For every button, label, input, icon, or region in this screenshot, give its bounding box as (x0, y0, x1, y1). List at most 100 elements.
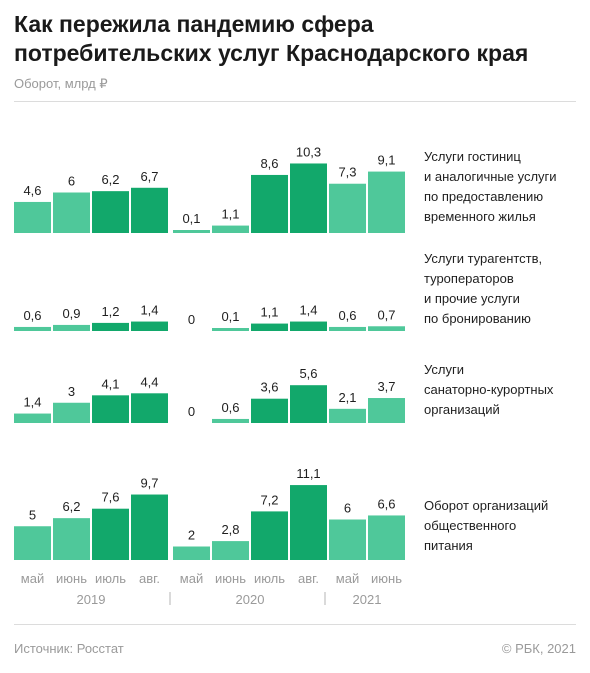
value-label-s2-8: 1,4 (299, 303, 317, 318)
bar-s2-9 (329, 326, 366, 331)
series-label-4-line-3: питания (424, 538, 473, 553)
value-label-s1-4: 6,7 (140, 169, 158, 184)
series-label-2-line-1: Услуги турагентств, (424, 251, 542, 266)
value-label-s3-10: 3,7 (377, 379, 395, 394)
bar-s1-6 (212, 225, 249, 233)
top-divider (14, 101, 576, 102)
series-label-1-line-1: Услуги гостиниц (424, 149, 521, 164)
bar-s1-1 (14, 201, 51, 233)
bar-s4-4 (131, 494, 168, 560)
x-tick-label-2: июнь (56, 571, 87, 586)
value-label-s1-5: 0,1 (182, 211, 200, 226)
bar-s1-7 (251, 174, 288, 233)
bar-s2-10 (368, 326, 405, 331)
value-label-s1-10: 9,1 (377, 153, 395, 168)
bar-s4-10 (368, 515, 405, 560)
value-label-s1-3: 6,2 (101, 172, 119, 187)
value-label-s4-8: 11,1 (296, 466, 320, 481)
series-label-4-line-1: Оборот организаций (424, 498, 548, 513)
bar-s2-6 (212, 328, 249, 331)
value-label-s2-6: 0,1 (221, 309, 239, 324)
value-label-s2-7: 1,1 (260, 305, 278, 320)
bar-s4-6 (212, 541, 249, 560)
bar-s2-7 (251, 323, 288, 331)
value-label-s4-9: 6 (344, 501, 351, 516)
value-label-s1-2: 6 (68, 174, 75, 189)
series-label-3-line-2: санаторно-курортных (424, 382, 554, 397)
bar-s4-7 (251, 511, 288, 560)
x-tick-label-1: май (21, 571, 44, 586)
bar-s2-1 (14, 326, 51, 331)
value-label-s2-1: 0,6 (23, 308, 41, 323)
series-label-2-line-3: и прочие услуги (424, 291, 520, 306)
bar-s3-9 (329, 408, 366, 423)
year-label-2019: 2019 (77, 592, 106, 607)
value-label-s1-9: 7,3 (338, 165, 356, 180)
value-label-s1-6: 1,1 (221, 207, 239, 222)
series-label-2-line-4: по бронированию (424, 311, 531, 326)
value-label-s2-5: 0 (188, 312, 195, 327)
bar-s1-9 (329, 183, 366, 233)
bar-s3-3 (92, 395, 129, 423)
copyright-note: © РБК, 2021 (501, 641, 576, 656)
bar-s4-2 (53, 518, 90, 560)
value-label-s2-4: 1,4 (140, 303, 158, 318)
value-label-s3-2: 3 (68, 384, 75, 399)
bar-s4-1 (14, 526, 51, 560)
value-label-s4-3: 7,6 (101, 490, 119, 505)
value-label-s1-8: 10,3 (296, 144, 321, 159)
bar-s4-9 (329, 519, 366, 560)
series-label-3-line-1: Услуги (424, 362, 464, 377)
series-label-4-line-2: общественного (424, 518, 516, 533)
bar-s4-3 (92, 508, 129, 560)
bar-s1-3 (92, 191, 129, 233)
value-label-s3-9: 2,1 (338, 390, 356, 405)
year-label-2020: 2020 (236, 592, 265, 607)
source-note: Источник: Росстат (14, 641, 124, 656)
value-label-s3-8: 5,6 (299, 366, 317, 381)
value-label-s3-3: 4,1 (101, 376, 119, 391)
x-tick-label-5: май (180, 571, 203, 586)
bar-s4-8 (290, 485, 327, 560)
x-tick-label-7: июль (254, 571, 285, 586)
bar-s1-10 (368, 171, 405, 233)
value-label-s3-7: 3,6 (260, 380, 278, 395)
value-label-s4-4: 9,7 (140, 476, 158, 491)
value-label-s3-4: 4,4 (140, 374, 158, 389)
chart-subtitle: Оборот, млрд ₽ (14, 76, 108, 91)
series-label-1-line-4: временного жилья (424, 209, 536, 224)
value-label-s2-10: 0,7 (377, 307, 395, 322)
bar-s1-5 (173, 230, 210, 233)
bar-s2-2 (53, 324, 90, 331)
bar-s3-10 (368, 398, 405, 423)
value-label-s3-6: 0,6 (221, 400, 239, 415)
series-label-1-line-2: и аналогичные услуги (424, 169, 557, 184)
value-label-s2-9: 0,6 (338, 308, 356, 323)
bar-s3-8 (290, 385, 327, 423)
bar-s1-8 (290, 163, 327, 233)
bottom-divider (14, 624, 576, 625)
value-label-s2-3: 1,2 (101, 304, 119, 319)
bar-s4-5 (173, 546, 210, 560)
value-label-s4-5: 2 (188, 528, 195, 543)
value-label-s4-10: 6,6 (377, 496, 395, 511)
series-label-2-line-2: туроператоров (424, 271, 514, 286)
value-label-s2-2: 0,9 (62, 306, 80, 321)
value-label-s1-1: 4,6 (23, 183, 41, 198)
value-label-s4-7: 7,2 (260, 492, 278, 507)
value-label-s4-1: 5 (29, 507, 36, 522)
bar-s3-6 (212, 418, 249, 423)
x-tick-label-8: авг. (298, 571, 319, 586)
series-label-1-line-3: по предоставлению (424, 189, 543, 204)
bar-s3-4 (131, 393, 168, 423)
x-tick-label-4: авг. (139, 571, 160, 586)
chart-title: Как пережила пандемию сфера потребительс… (14, 11, 529, 66)
value-label-s3-5: 0 (188, 404, 195, 419)
bar-s3-1 (14, 413, 51, 423)
x-tick-label-10: июнь (371, 571, 402, 586)
value-label-s1-7: 8,6 (260, 156, 278, 171)
year-label-2021: 2021 (353, 592, 382, 607)
x-tick-label-9: май (336, 571, 359, 586)
bar-s1-2 (53, 192, 90, 233)
series-label-3-line-3: организаций (424, 402, 500, 417)
